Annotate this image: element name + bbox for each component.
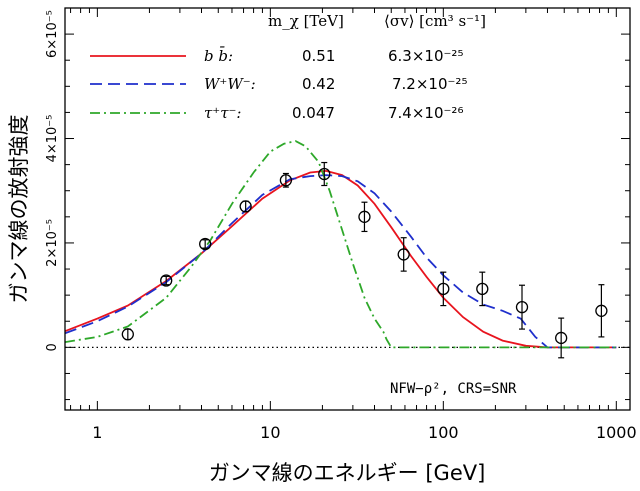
y-tick-label: 4×10⁻⁵ xyxy=(45,115,60,163)
legend-sigma-tautau: 7.4×10⁻²⁶ xyxy=(388,104,463,122)
data-point xyxy=(358,201,371,233)
y-tick-label: 2×10⁻⁵ xyxy=(45,219,60,267)
y-axis: 0 2×10⁻⁵ 4×10⁻⁵ 6×10⁻⁵ xyxy=(45,10,630,401)
data-point xyxy=(199,237,212,251)
series-line-bb xyxy=(65,169,617,349)
legend-sigma-ww: 7.2×10⁻²⁵ xyxy=(392,75,467,93)
model-annotation: NFW−ρ², CRS=SNR xyxy=(390,381,517,397)
legend-sigma-bb: 6.3×10⁻²⁵ xyxy=(388,47,463,65)
model-curves xyxy=(65,140,617,349)
x-tick-label: 1 xyxy=(92,423,102,442)
data-marker xyxy=(279,174,293,187)
legend-label-tautau: τ⁺τ⁻: xyxy=(204,104,242,122)
x-axis-label: ガンマ線のエネルギー [GeV] xyxy=(209,461,486,485)
data-marker xyxy=(555,331,568,345)
legend-mass-tautau: 0.047 xyxy=(292,104,335,122)
data-point xyxy=(279,172,293,188)
legend-label-bb: b b̄: xyxy=(204,47,233,65)
legend-header-mass: m_χ [TeV] xyxy=(268,12,344,30)
x-axis: 1 10 100 1000 xyxy=(70,8,637,442)
legend-mass-ww: 0.42 xyxy=(302,75,335,93)
data-marker xyxy=(239,200,252,213)
data-marker xyxy=(595,304,608,317)
x-tick-label: 1000 xyxy=(596,423,637,442)
data-point xyxy=(239,200,252,213)
data-marker xyxy=(476,282,489,296)
data-marker xyxy=(318,167,331,181)
series-line-tautau xyxy=(65,140,617,349)
legend-mass-bb: 0.51 xyxy=(302,47,335,65)
data-point xyxy=(160,274,173,287)
legend: m_χ [TeV] ⟨σv⟩ [cm³ s⁻¹] b b̄: 0.51 6.3×… xyxy=(90,12,486,122)
data-point xyxy=(121,328,134,341)
data-point xyxy=(555,317,568,359)
data-marker xyxy=(160,274,173,287)
y-tick-label: 6×10⁻⁵ xyxy=(45,10,60,58)
data-point xyxy=(437,271,450,307)
data-marker xyxy=(121,328,134,341)
plot-frame xyxy=(64,7,631,411)
y-tick-label: 0 xyxy=(45,343,60,351)
data-marker xyxy=(397,248,410,261)
data-point xyxy=(515,284,529,330)
series-line-WW xyxy=(65,174,617,349)
legend-label-ww: W⁺W⁻: xyxy=(204,75,256,93)
data-marker xyxy=(199,237,212,251)
data-point xyxy=(397,237,410,272)
data-marker xyxy=(515,301,529,314)
data-marker xyxy=(437,282,450,296)
y-axis-label: ガンマ線の放射強度 xyxy=(7,115,31,304)
data-point xyxy=(476,271,489,307)
data-point xyxy=(318,161,331,187)
x-tick-label: 10 xyxy=(260,423,280,442)
data-points xyxy=(121,161,608,359)
data-marker xyxy=(358,210,371,223)
x-tick-label: 100 xyxy=(428,423,459,442)
legend-header-sigma: ⟨σv⟩ [cm³ s⁻¹] xyxy=(384,12,486,30)
data-point xyxy=(595,284,608,338)
